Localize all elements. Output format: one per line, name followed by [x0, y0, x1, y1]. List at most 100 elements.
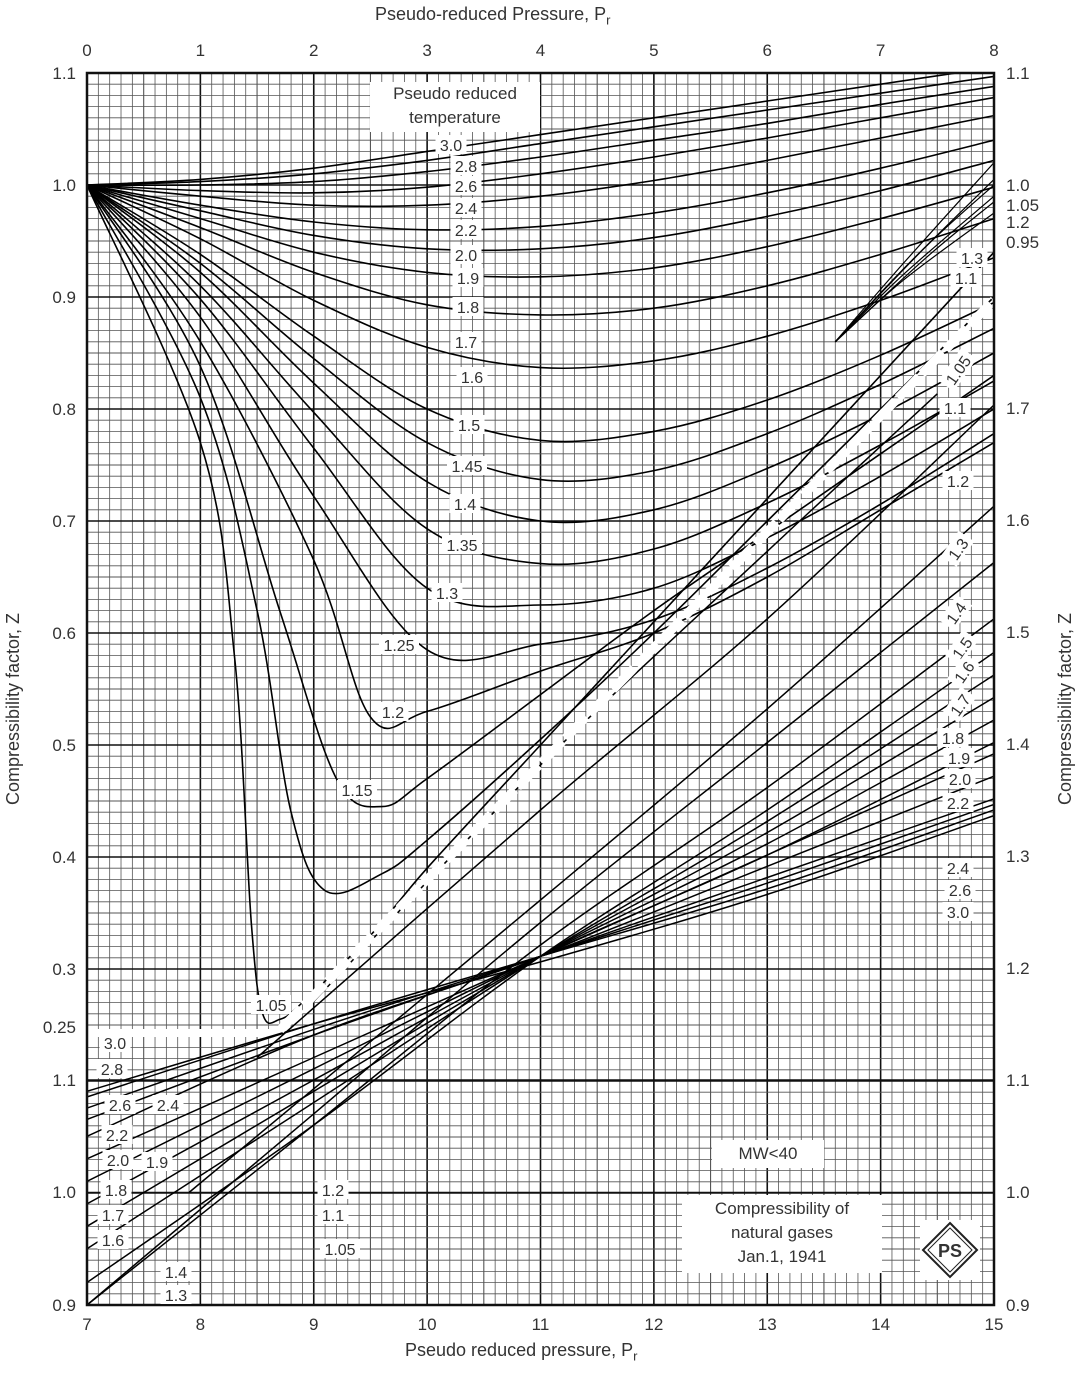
- svg-text:1.6: 1.6: [461, 370, 483, 387]
- mw-label: MW<40: [738, 1144, 798, 1163]
- curve-tpr-1.1: [87, 184, 994, 895]
- curve-lower-tpr-1.4: [87, 618, 994, 1305]
- lower-curves: [87, 393, 994, 1305]
- svg-text:1.4: 1.4: [165, 1265, 187, 1282]
- svg-text:15: 15: [985, 1315, 1004, 1334]
- svg-text:1.7: 1.7: [455, 335, 477, 352]
- curve-tpr-3.0: [87, 73, 962, 186]
- svg-text:1.6: 1.6: [102, 1233, 124, 1250]
- curve-tpr-1.6: [87, 184, 994, 370]
- svg-text:6: 6: [763, 41, 772, 60]
- svg-text:1.9: 1.9: [948, 751, 970, 768]
- right-axis-title-text: Compressibility factor, Z: [1055, 612, 1075, 805]
- legend-title-box: Pseudo reduced temperature: [370, 82, 540, 132]
- top-axis-title-sub: r: [606, 12, 611, 28]
- curve-tpr-1.8: [87, 184, 994, 278]
- svg-text:1.3: 1.3: [961, 251, 983, 268]
- svg-text:2.0: 2.0: [949, 772, 971, 789]
- svg-text:1.2: 1.2: [382, 705, 404, 722]
- curve-label: 2.6: [944, 880, 976, 900]
- svg-text:1.5: 1.5: [1006, 623, 1030, 642]
- svg-text:1.2: 1.2: [947, 474, 969, 491]
- svg-text:1.1: 1.1: [1006, 64, 1030, 83]
- svg-text:1.3: 1.3: [1006, 847, 1030, 866]
- svg-text:7: 7: [876, 41, 885, 60]
- svg-text:0.3: 0.3: [52, 960, 76, 979]
- info-line3: Jan.1, 1941: [737, 1247, 827, 1266]
- curve-label: 1.2: [377, 702, 409, 722]
- curve-label: 1.4: [160, 1262, 192, 1282]
- svg-text:11: 11: [532, 1315, 550, 1334]
- svg-text:0: 0: [82, 41, 91, 60]
- svg-text:1.45: 1.45: [451, 459, 482, 476]
- svg-text:8: 8: [989, 41, 998, 60]
- svg-text:1.8: 1.8: [105, 1183, 127, 1200]
- bottom-axis-title: Pseudo reduced pressure, Pr: [405, 1340, 637, 1364]
- svg-text:0.5: 0.5: [52, 736, 76, 755]
- svg-text:1.15: 1.15: [341, 783, 372, 800]
- curve-lower-tpr-2.8: [87, 809, 994, 1098]
- curve-lower-tpr-3.0: [87, 814, 994, 1093]
- curve-label: 3.0: [435, 135, 467, 155]
- left-axis-title: Compressibility factor, Z: [3, 613, 24, 805]
- svg-text:2.8: 2.8: [455, 159, 477, 176]
- curve-tpr-2.6: [87, 85, 994, 187]
- curve-label: 2.2: [450, 220, 482, 240]
- grid: [86, 72, 995, 1306]
- svg-text:1.9: 1.9: [146, 1155, 168, 1172]
- svg-text:1.3: 1.3: [436, 586, 458, 603]
- mw-box: MW<40: [712, 1140, 824, 1168]
- curve-label: 1.5: [453, 415, 485, 435]
- svg-text:1.8: 1.8: [457, 300, 479, 317]
- curve-tpr-1.3: [87, 184, 994, 608]
- curve-label: 2.6: [104, 1095, 136, 1115]
- svg-text:1.35: 1.35: [446, 538, 477, 555]
- curve-label: 1.8: [452, 297, 484, 317]
- svg-text:1.3: 1.3: [165, 1288, 187, 1305]
- curve-tpr-1.2: [87, 184, 994, 730]
- curve-tpr-1.5: [87, 184, 994, 443]
- right-axis-title: Compressibility factor, Z: [1055, 613, 1076, 805]
- svg-text:0.8: 0.8: [52, 400, 76, 419]
- svg-text:1.05: 1.05: [255, 998, 286, 1015]
- curve-label: 2.4: [450, 198, 482, 218]
- curve-label: 1.4: [449, 494, 481, 514]
- svg-text:1.1: 1.1: [52, 64, 76, 83]
- curve-tpr-1.15: [87, 184, 994, 808]
- svg-text:14: 14: [871, 1315, 890, 1334]
- svg-text:1.1: 1.1: [1006, 1071, 1030, 1090]
- svg-text:2.6: 2.6: [455, 179, 477, 196]
- bottom-axis-title-text: Pseudo reduced pressure, P: [405, 1340, 634, 1360]
- curve-tpr-1.4: [87, 184, 994, 524]
- svg-text:2.2: 2.2: [947, 796, 969, 813]
- svg-text:1.1: 1.1: [944, 401, 966, 418]
- curve-label: 1.9: [452, 268, 484, 288]
- curve-label: 1.7: [450, 332, 482, 352]
- curve-label: 2.2: [101, 1125, 133, 1145]
- curve-label: 2.8: [96, 1059, 128, 1079]
- curve-tpr-1.7: [87, 184, 994, 316]
- curve-label: 1.1: [950, 268, 982, 288]
- curve-label: 2.0: [450, 245, 482, 265]
- svg-text:1.2: 1.2: [1006, 959, 1030, 978]
- curve-label: 2.0: [944, 769, 976, 789]
- svg-text:2.2: 2.2: [455, 223, 477, 240]
- svg-text:2.2: 2.2: [106, 1128, 128, 1145]
- left-axis-title-text: Compressibility factor, Z: [3, 612, 23, 805]
- curve-label: 1.3: [160, 1285, 192, 1305]
- svg-text:13: 13: [758, 1315, 777, 1334]
- svg-text:1.5: 1.5: [458, 418, 480, 435]
- curve-label: 1.25: [379, 635, 419, 655]
- svg-text:3.0: 3.0: [104, 1036, 126, 1053]
- svg-text:2.6: 2.6: [949, 883, 971, 900]
- curve-label: 1.9: [943, 748, 975, 768]
- curve-label: 2.8: [450, 156, 482, 176]
- curve-tpr-2.4: [87, 96, 994, 194]
- curve-label: 1.35: [442, 535, 482, 555]
- curve-label: 1.7: [97, 1205, 129, 1225]
- svg-text:PS: PS: [938, 1241, 962, 1261]
- curve-label: 1.1: [939, 398, 971, 418]
- svg-text:1.0: 1.0: [1006, 176, 1030, 195]
- svg-text:1.8: 1.8: [942, 731, 964, 748]
- curve-label: 1.2: [942, 471, 974, 491]
